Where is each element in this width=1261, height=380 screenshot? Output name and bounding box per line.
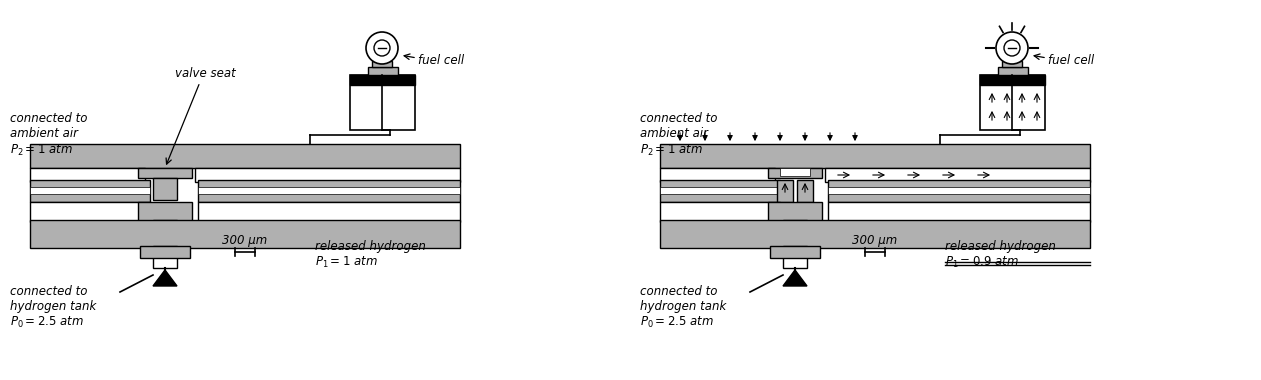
Bar bbox=[30, 187, 150, 194]
Bar bbox=[30, 220, 460, 248]
Bar bbox=[825, 168, 1090, 182]
Text: released hydrogen
$P_1 = 0.9$ atm: released hydrogen $P_1 = 0.9$ atm bbox=[944, 240, 1055, 270]
Text: connected to
hydrogen tank
$P_0 = 2.5$ atm: connected to hydrogen tank $P_0 = 2.5$ a… bbox=[641, 285, 726, 330]
Bar bbox=[828, 202, 1090, 222]
Circle shape bbox=[366, 32, 398, 64]
Text: connected to
ambient air
$P_2 = 1$ atm: connected to ambient air $P_2 = 1$ atm bbox=[641, 112, 718, 158]
Bar bbox=[351, 75, 415, 130]
Bar bbox=[153, 178, 177, 200]
Bar bbox=[783, 220, 807, 232]
Circle shape bbox=[1004, 40, 1020, 56]
Bar bbox=[660, 202, 781, 222]
Bar bbox=[660, 220, 1090, 248]
Circle shape bbox=[996, 32, 1028, 64]
Bar bbox=[783, 246, 807, 268]
Bar bbox=[781, 168, 810, 176]
Bar bbox=[30, 168, 145, 182]
Text: fuel cell: fuel cell bbox=[1048, 54, 1095, 66]
Bar bbox=[980, 75, 1045, 130]
Bar bbox=[660, 144, 1090, 168]
Bar bbox=[770, 246, 820, 258]
Bar bbox=[368, 67, 398, 75]
Bar bbox=[153, 246, 177, 268]
Text: 300 μm: 300 μm bbox=[852, 234, 898, 247]
Bar bbox=[828, 180, 1090, 202]
Bar bbox=[797, 180, 813, 202]
Bar bbox=[660, 187, 781, 194]
Bar bbox=[198, 202, 460, 222]
Bar bbox=[198, 187, 460, 194]
Text: connected to
hydrogen tank
$P_0 = 2.5$ atm: connected to hydrogen tank $P_0 = 2.5$ a… bbox=[10, 285, 96, 330]
Bar bbox=[137, 168, 192, 178]
Bar bbox=[980, 75, 1045, 85]
Text: fuel cell: fuel cell bbox=[417, 54, 464, 66]
Text: released hydrogen
$P_1 = 1$ atm: released hydrogen $P_1 = 1$ atm bbox=[315, 240, 426, 270]
Bar bbox=[997, 67, 1028, 75]
Circle shape bbox=[375, 40, 390, 56]
Polygon shape bbox=[783, 270, 807, 286]
Bar bbox=[30, 180, 150, 202]
Bar bbox=[777, 180, 793, 202]
Bar bbox=[140, 246, 190, 258]
Text: connected to
ambient air
$P_2 = 1$ atm: connected to ambient air $P_2 = 1$ atm bbox=[10, 112, 87, 158]
Bar bbox=[195, 168, 460, 182]
Bar bbox=[768, 168, 822, 178]
Bar bbox=[153, 220, 177, 232]
Bar bbox=[137, 202, 192, 222]
Text: 300 μm: 300 μm bbox=[222, 234, 267, 247]
Bar bbox=[372, 61, 392, 67]
Bar bbox=[30, 144, 460, 168]
Bar bbox=[198, 180, 460, 202]
Bar bbox=[30, 202, 150, 222]
Bar bbox=[1002, 61, 1021, 67]
Bar bbox=[768, 202, 822, 222]
Bar bbox=[351, 75, 415, 85]
Bar bbox=[660, 168, 776, 182]
Bar bbox=[660, 180, 781, 202]
Bar bbox=[828, 187, 1090, 194]
Polygon shape bbox=[153, 270, 177, 286]
Text: valve seat: valve seat bbox=[175, 67, 236, 80]
